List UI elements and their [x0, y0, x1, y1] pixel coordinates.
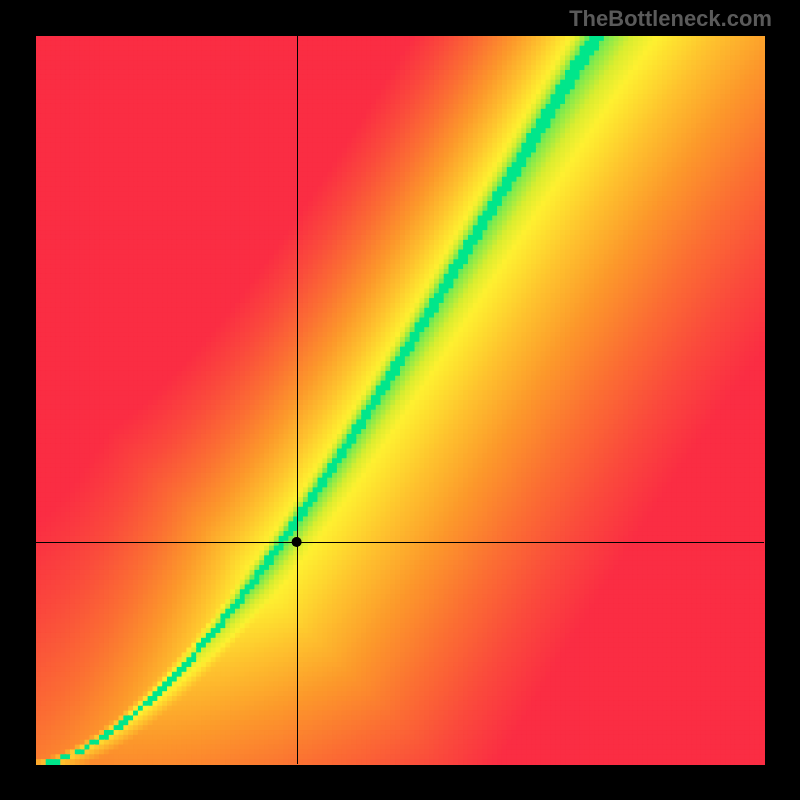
watermark-text: TheBottleneck.com: [569, 6, 772, 32]
figure-container: TheBottleneck.com: [0, 0, 800, 800]
bottleneck-heatmap-canvas: [0, 0, 800, 800]
